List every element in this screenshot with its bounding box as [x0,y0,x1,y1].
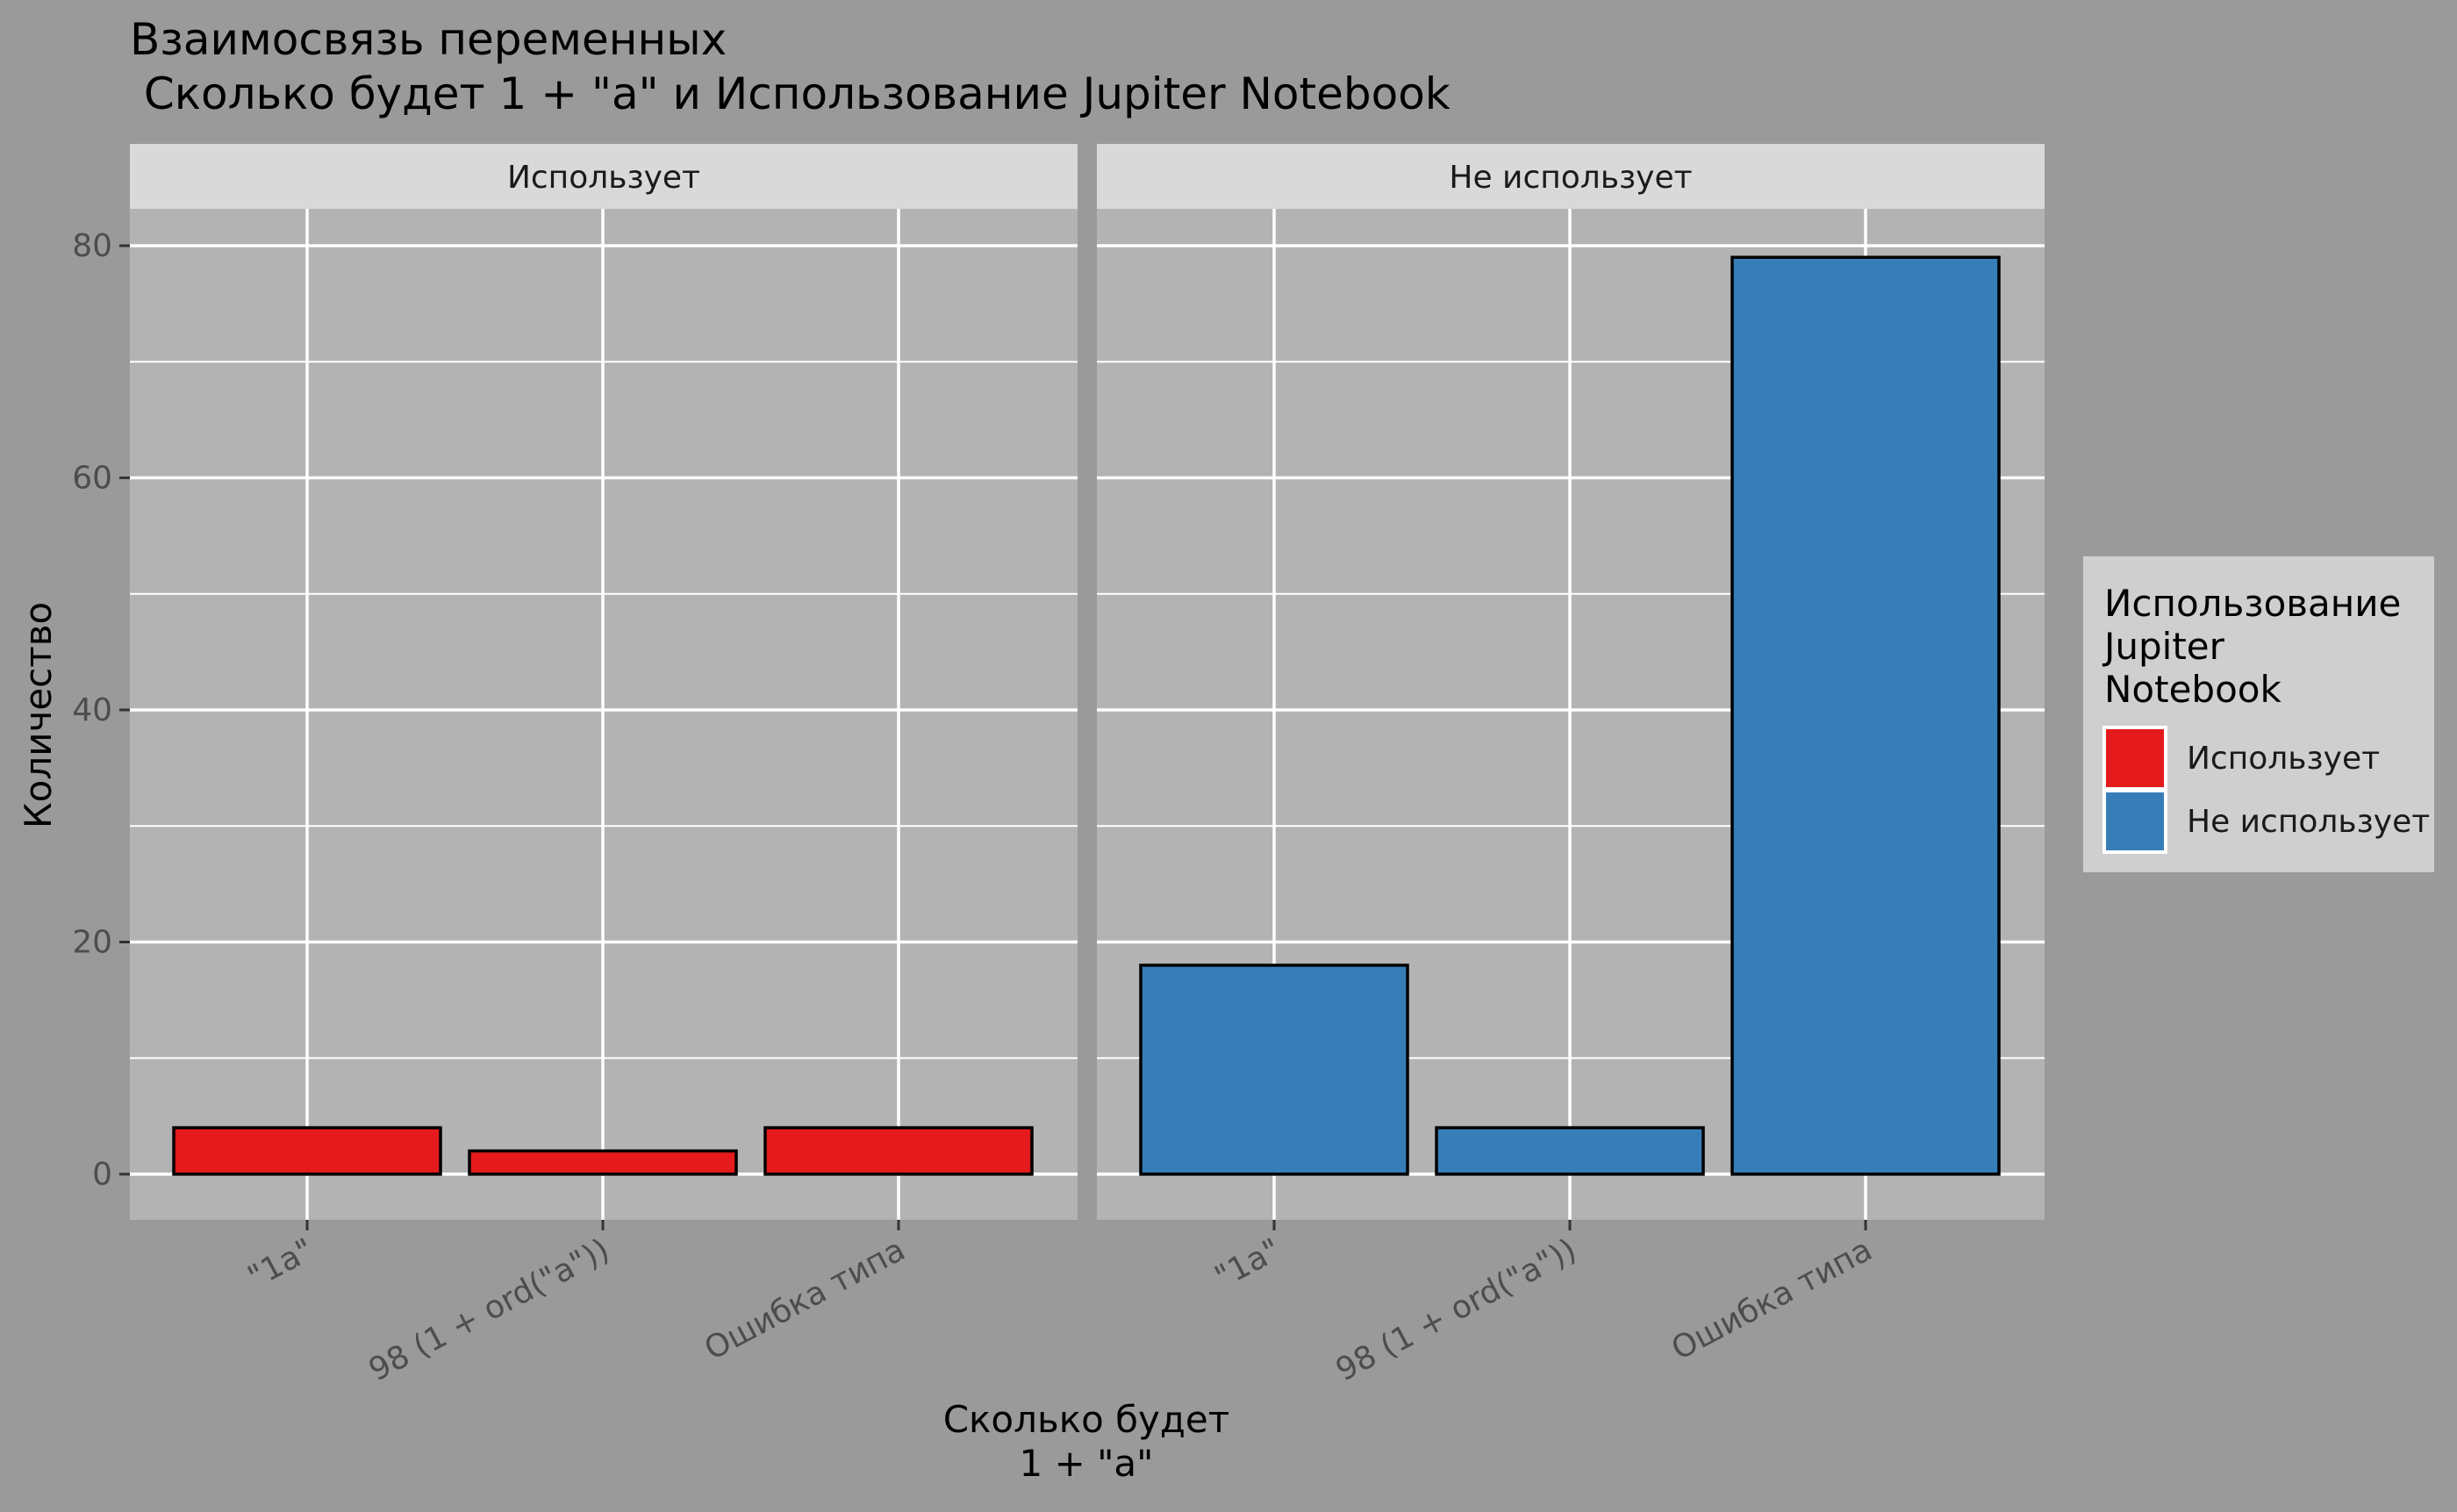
legend-swatch [2102,789,2167,854]
x-axis-label-line2: 1 + "a" [1020,1442,1154,1485]
y-tick-label: 40 [72,692,112,728]
facet-strip [130,144,1078,209]
y-tick-label: 80 [72,228,112,264]
facet-panels: Использует"1a" 98 (1 + ord("a")) Ошибка ти… [130,144,2045,1388]
facet-panel: Использует"1a" 98 (1 + ord("a")) Ошибка ти… [130,144,1078,1388]
legend-item-label: Не использует [2187,804,2430,840]
chart-title-line1: Взаимосвязь переменных [130,14,727,65]
y-axis-label: Количество [17,602,60,828]
bar [172,1126,442,1176]
legend-swatch [2102,726,2167,791]
y-tick-label: 20 [72,925,112,961]
facet-panel: Не использует"1a" 98 (1 + ord("a")) Ошибка… [1097,144,2045,1388]
facet-strip-label: Использует [507,160,700,196]
legend-title-line: Notebook [2104,668,2282,711]
facet-strip [1097,144,2045,209]
facet-strip-label: Не использует [1449,160,1692,196]
legend-title-line: Использование [2104,582,2401,625]
x-axis-label-line1: Сколько будет [943,1398,1230,1441]
bar [763,1126,1034,1176]
y-axis: 0 20 40 60 80 [72,228,130,1193]
chart-title-line2: Сколько будет 1 + "a" и Использование Ju… [130,68,1451,119]
y-tick-label: 0 [92,1157,112,1193]
bar [1730,255,2001,1176]
legend-title-line: Jupiter [2102,625,2225,668]
y-tick-label: 60 [72,461,112,497]
legend-item-label: Использует [2187,741,2380,777]
bar [468,1149,738,1176]
bar [1435,1126,1705,1176]
bar [1139,964,1409,1176]
